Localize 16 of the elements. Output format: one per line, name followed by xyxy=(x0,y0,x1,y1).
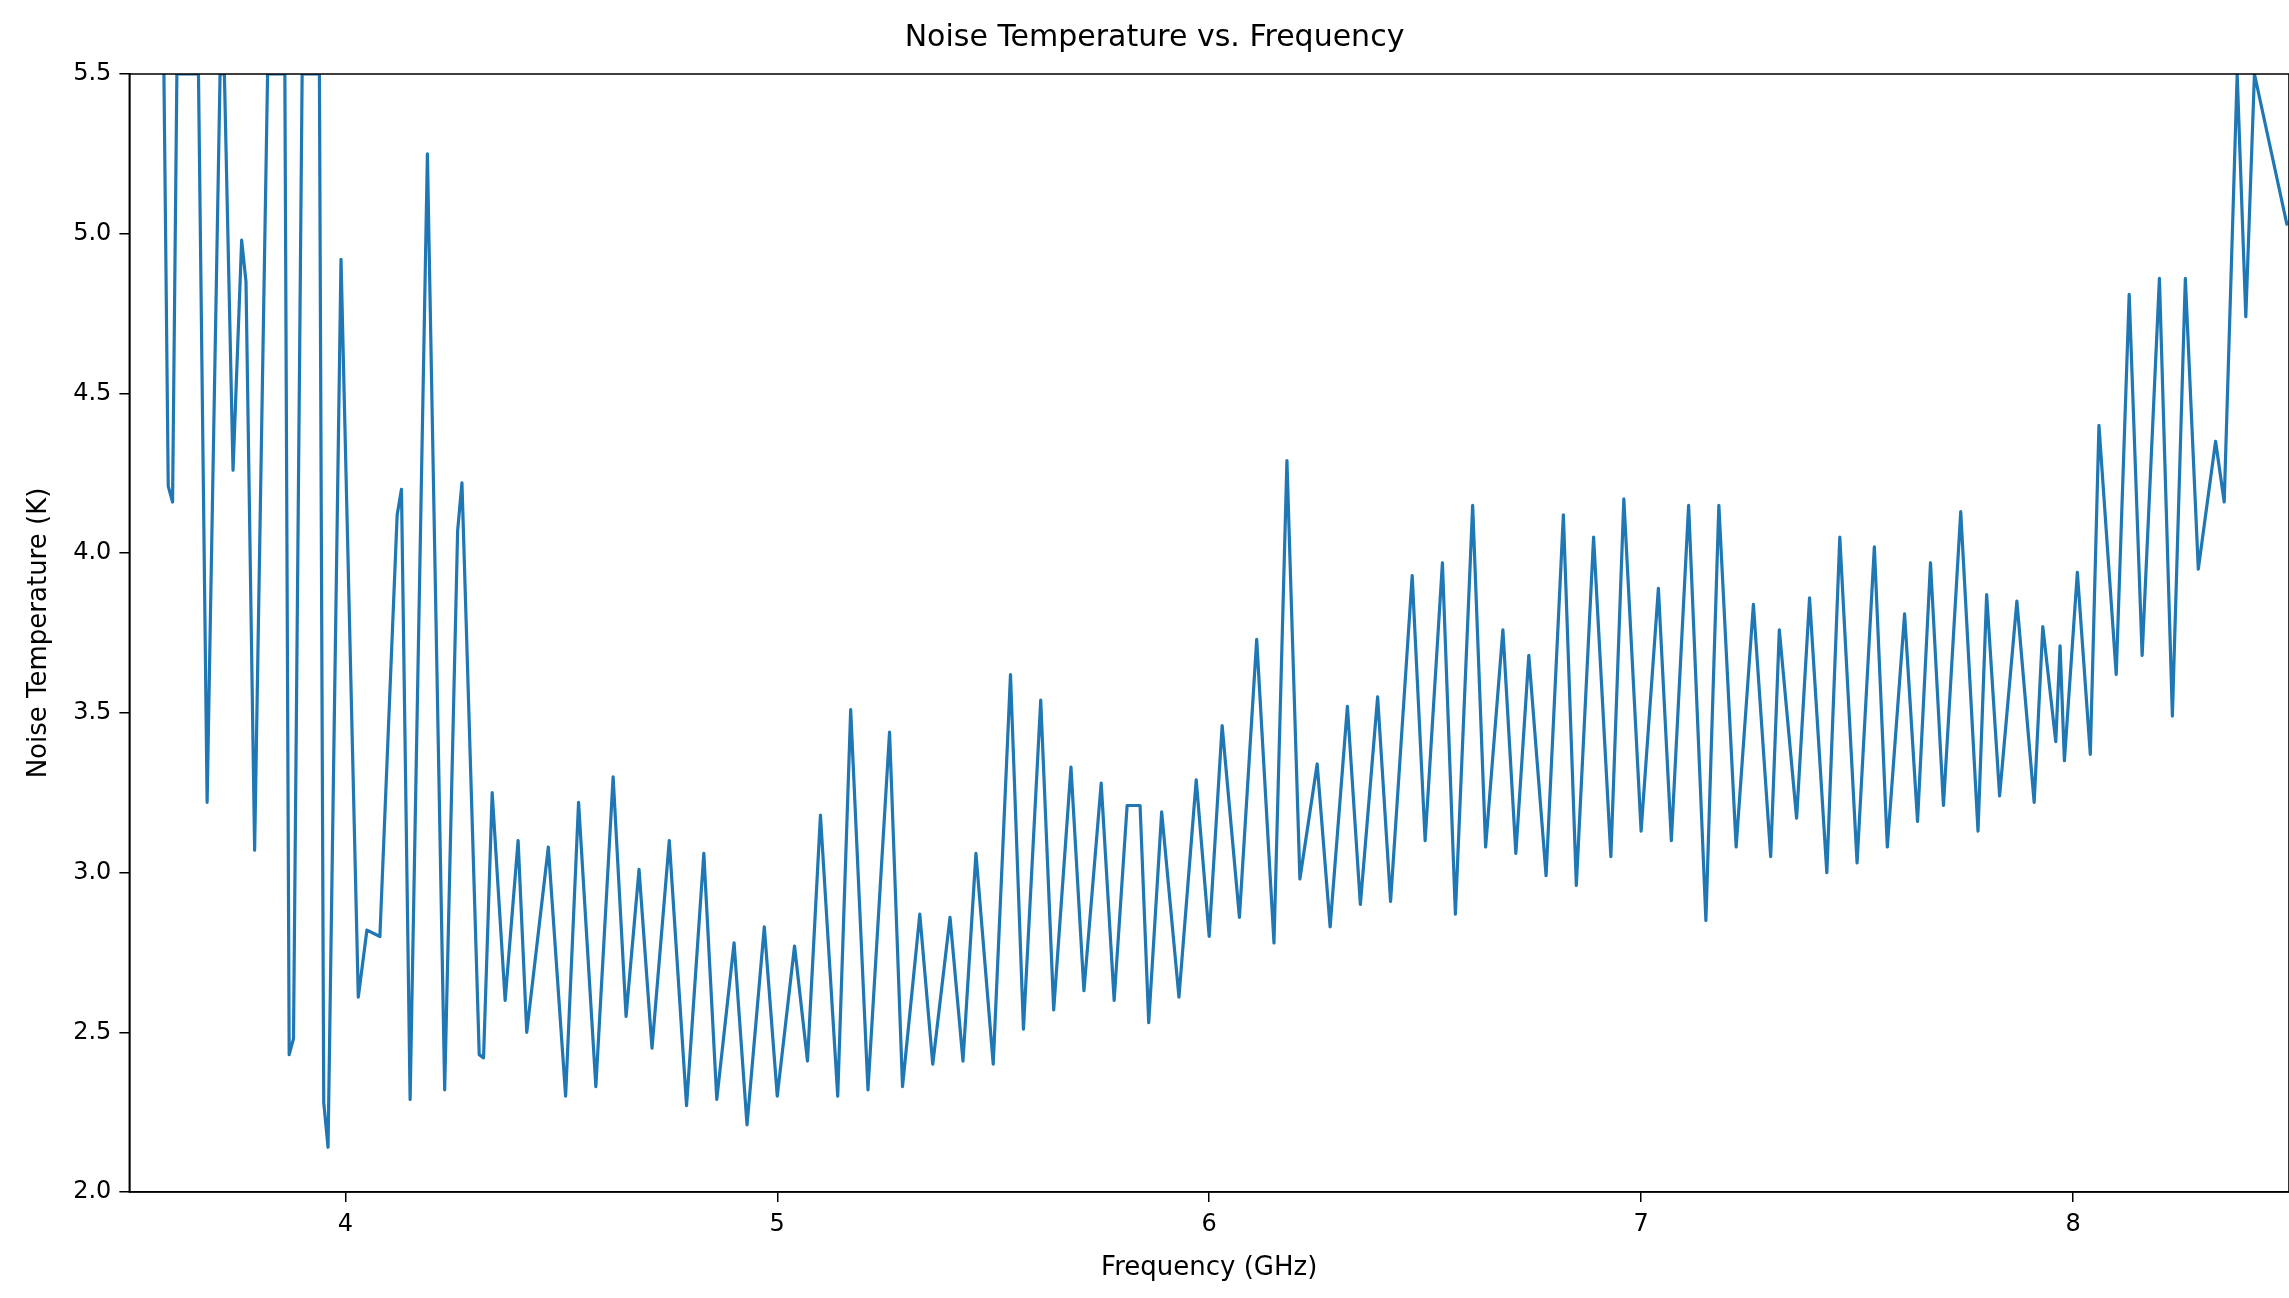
y-tick-label: 4.0 xyxy=(73,537,112,566)
y-tick-label: 5.5 xyxy=(73,58,112,87)
y-axis-title: Noise Temperature (K) xyxy=(22,487,53,779)
x-tick-label: 6 xyxy=(1201,1208,1217,1237)
x-tick-label: 4 xyxy=(337,1208,353,1237)
x-tick-label: 5 xyxy=(769,1208,785,1237)
y-tick-label: 3.0 xyxy=(73,856,112,885)
y-tick-label: 2.5 xyxy=(73,1016,112,1045)
y-tick-label: 4.5 xyxy=(73,377,112,406)
x-tick-label: 7 xyxy=(1633,1208,1649,1237)
x-tick-label: 8 xyxy=(2065,1208,2081,1237)
y-tick-label: 2.0 xyxy=(73,1176,112,1205)
chart-title: Noise Temperature vs. Frequency xyxy=(904,17,1405,53)
y-tick-label: 3.5 xyxy=(73,697,112,726)
y-tick-label: 5.0 xyxy=(73,217,112,246)
x-axis-title: Frequency (GHz) xyxy=(1101,1251,1318,1282)
